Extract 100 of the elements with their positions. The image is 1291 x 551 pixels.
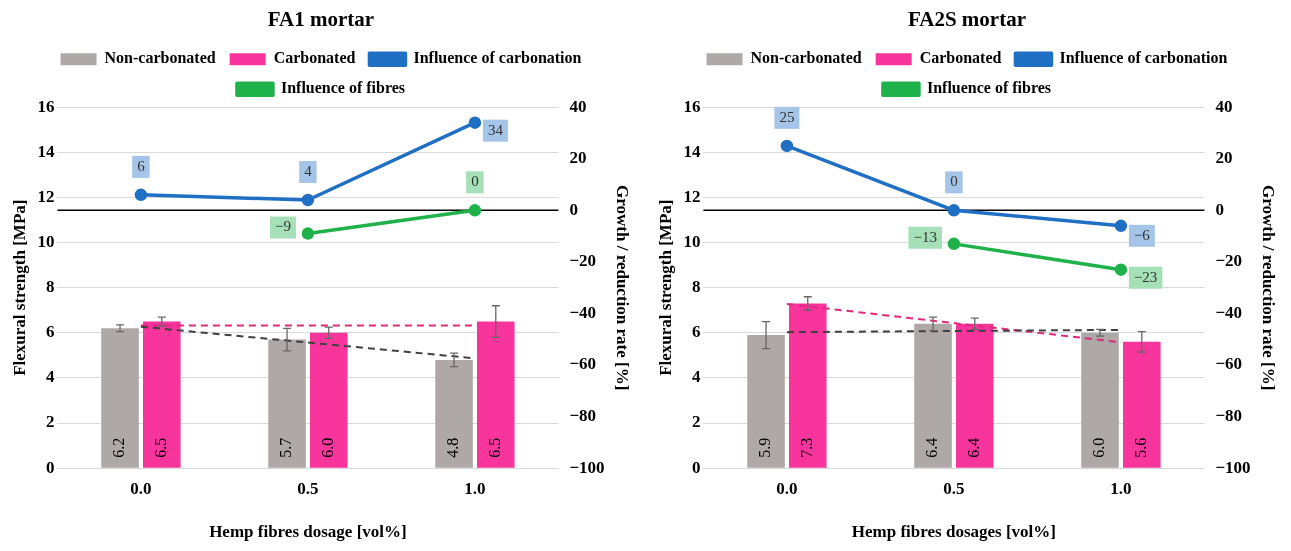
point [947, 204, 961, 217]
data-label: 6.0 [1090, 437, 1108, 458]
data-label: 6.0 [318, 437, 336, 458]
bar [788, 303, 827, 468]
x-axis-title: Hemp fibres dosages [vol%] [851, 522, 1056, 542]
x-tick-label: 1.0 [1110, 478, 1132, 498]
data-label: −13 [913, 228, 937, 245]
data-label: −23 [1133, 268, 1158, 285]
point [134, 188, 148, 202]
y-tick-label: 16 [683, 96, 701, 116]
bar [101, 328, 139, 468]
data-label: 6 [137, 157, 146, 174]
y2-tick-label: −60 [1215, 354, 1243, 374]
point [1114, 219, 1128, 233]
y-tick-label: 10 [683, 231, 701, 251]
point [1114, 263, 1128, 276]
legend-label: Influence of fibres [926, 79, 1052, 97]
legend-label: Non-carbonated [750, 49, 862, 67]
chart-title: FA1 mortar [267, 7, 375, 32]
x-tick-label: 0.5 [297, 478, 319, 498]
bar [268, 339, 306, 468]
y-tick-label: 14 [37, 141, 55, 161]
chart-title: FA2S mortar [908, 7, 1026, 32]
y-tick-label: 4 [45, 367, 55, 387]
data-label: 6.5 [151, 437, 169, 458]
y2-tick-label: −20 [569, 251, 597, 271]
y2-tick-label: 20 [569, 148, 587, 168]
y-tick-label: 0 [45, 457, 55, 477]
legend-label: Carbonated [273, 49, 356, 67]
y-tick-label: 10 [37, 231, 55, 251]
data-label: 0 [950, 173, 958, 190]
point [301, 193, 315, 207]
data-label: 0 [471, 173, 479, 190]
bar [1081, 332, 1119, 468]
data-label: −9 [274, 218, 291, 235]
x-tick-label: 0.0 [130, 478, 152, 498]
y2-tick-label: 0 [1215, 199, 1224, 219]
y2-tick-label: −20 [1215, 251, 1243, 271]
bar [955, 323, 994, 468]
data-label: 6.5 [485, 437, 503, 458]
y2-tick-label: −60 [569, 354, 597, 374]
data-label: 6.4 [923, 437, 941, 458]
legend-label: Influence of carbonation [1059, 49, 1228, 67]
data-label: 4 [304, 162, 313, 179]
y2-tick-label: 40 [1215, 96, 1233, 116]
x-tick-label: 1.0 [464, 478, 486, 498]
data-label: 4.8 [444, 437, 462, 458]
bar [747, 335, 785, 468]
x-axis-title: Hemp fibres dosage [vol%] [209, 522, 407, 542]
point [947, 237, 961, 251]
y2-tick-label: −100 [1215, 457, 1251, 477]
bar [309, 332, 348, 468]
data-label: 6.4 [964, 437, 982, 458]
y-tick-label: 12 [37, 186, 55, 206]
bar [477, 321, 515, 468]
y2-tick-label: 40 [569, 96, 587, 116]
y-tick-label: 4 [691, 367, 701, 387]
legend-label: Influence of carbonation [413, 49, 582, 67]
legend-label: Non-carbonated [104, 49, 216, 67]
y2-tick-label: −40 [1215, 302, 1243, 322]
y2-tick-label: −80 [569, 406, 597, 426]
y-tick-label: 2 [45, 412, 55, 432]
y-tick-label: 8 [691, 277, 701, 297]
data-label: 7.3 [797, 437, 815, 458]
y2-tick-label: −100 [569, 457, 605, 477]
data-label: −6 [1133, 226, 1151, 243]
y-tick-label: 14 [683, 141, 701, 161]
y-axis-title: Flexural strength [MPa] [9, 199, 29, 376]
x-tick-label: 0.0 [776, 478, 798, 498]
data-label: 5.7 [277, 437, 295, 458]
data-label: 5.6 [1131, 437, 1149, 458]
x-tick-label: 0.5 [943, 478, 965, 498]
y-tick-label: 12 [683, 186, 701, 206]
y2-tick-label: 0 [569, 199, 578, 219]
data-label: 34 [487, 121, 504, 138]
point [301, 227, 315, 240]
y2-axis-title: Growth / reduction rate [%] [1259, 185, 1279, 391]
y-tick-label: 2 [691, 412, 701, 432]
y-axis-title: Flexural strength [MPa] [655, 199, 675, 376]
bar [914, 323, 952, 468]
bar [1123, 341, 1161, 468]
bar [142, 321, 181, 468]
y2-tick-label: −80 [1215, 406, 1243, 426]
legend-label: Carbonated [919, 49, 1002, 67]
bar [435, 359, 473, 468]
y2-axis-title: Growth / reduction rate [%] [613, 185, 633, 391]
y2-tick-label: −40 [569, 302, 597, 322]
data-label: 6.2 [110, 437, 128, 458]
legend-label: Influence of fibres [280, 79, 406, 97]
y2-tick-label: 20 [1215, 148, 1233, 168]
data-label: 25 [779, 108, 795, 125]
y-tick-label: 6 [691, 322, 701, 342]
data-label: 5.9 [756, 437, 774, 458]
point [468, 204, 482, 217]
y-tick-label: 6 [45, 322, 55, 342]
y-tick-label: 0 [691, 457, 701, 477]
point [780, 139, 794, 153]
y-tick-label: 8 [45, 277, 55, 297]
y-tick-label: 16 [37, 96, 55, 116]
point [468, 116, 482, 129]
